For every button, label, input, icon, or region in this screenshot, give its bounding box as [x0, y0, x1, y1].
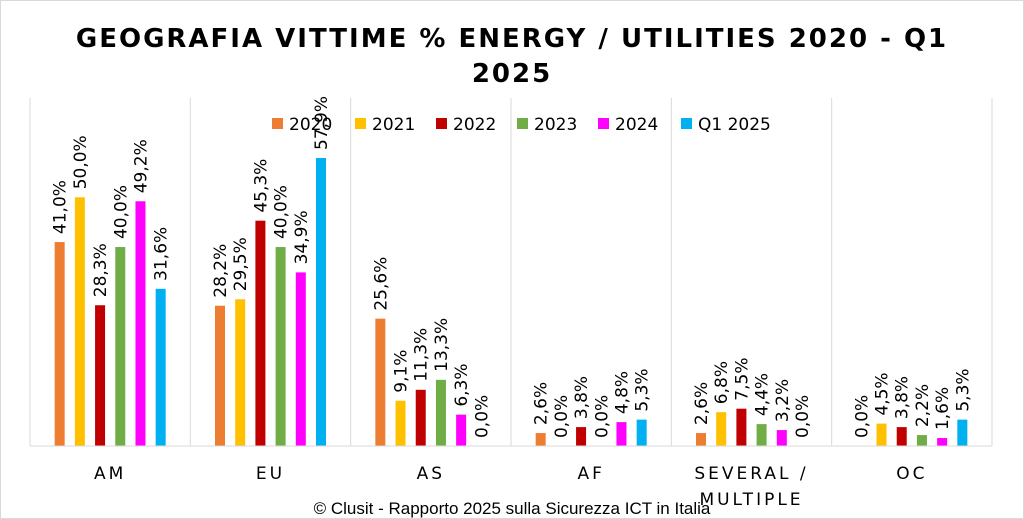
data-labels-group: 41,0%28,2% 25,6%2,6% 2,6% 0,0%50,0%29,5%9,1… [51, 96, 974, 438]
bar [255, 220, 266, 446]
data-label: 49,2% [131, 139, 151, 193]
data-label: 0,0% [472, 395, 492, 438]
data-label: 5,3% [953, 368, 973, 411]
bar [95, 305, 106, 446]
data-label: 41,0% [51, 180, 71, 234]
legend-swatch [517, 118, 528, 129]
bar [155, 288, 166, 446]
bar [375, 318, 386, 446]
data-label: 5,3% [633, 368, 653, 411]
data-label: 0,0% [852, 395, 872, 438]
category-separators [29, 98, 993, 446]
data-label: 0,0% [793, 395, 813, 438]
data-label: 3,8% [572, 376, 592, 419]
category-label: MULTIPLE [699, 490, 803, 510]
bar [115, 247, 126, 446]
bar [937, 438, 948, 446]
data-label: 6,8% [712, 361, 732, 404]
bar [876, 423, 887, 446]
data-label: 3,2% [773, 379, 793, 422]
bar [576, 427, 587, 446]
legend-label: 2020 [289, 115, 332, 135]
bar [896, 427, 907, 446]
bar [957, 419, 968, 446]
bar [74, 197, 85, 446]
data-label: 0,0% [592, 395, 612, 438]
bar [235, 299, 246, 446]
data-label: 25,6% [371, 257, 391, 311]
data-label: 34,9% [292, 210, 312, 264]
data-label: 2,6% [692, 382, 712, 425]
data-label: 4,4% [753, 373, 773, 416]
data-label: 9,1% [392, 350, 412, 393]
bar [135, 201, 146, 446]
legend-label: 2023 [534, 115, 577, 135]
category-label: AM [94, 464, 126, 484]
category-label: AF [577, 464, 604, 484]
data-label: 40,0% [272, 185, 292, 239]
legend-label: 2022 [453, 115, 496, 135]
bar [215, 305, 225, 446]
data-label: 4,8% [612, 371, 632, 414]
category-label: EU [256, 464, 285, 484]
bar [275, 247, 286, 446]
legend-swatch [598, 118, 609, 129]
data-label: 1,6% [933, 387, 953, 430]
legend-swatch [436, 118, 447, 129]
bar [295, 272, 306, 446]
bar [736, 408, 747, 446]
category-label: AS [417, 464, 445, 484]
bars-group [54, 158, 968, 446]
bar [916, 435, 927, 446]
chart-title-line-2: 2025 [472, 59, 552, 89]
legend-label: 2021 [372, 115, 415, 135]
legend: 2020 2021 2022 2023 2024 Q1 2025 [272, 115, 771, 135]
bar [636, 419, 647, 446]
data-label: 2,6% [532, 382, 552, 425]
data-label: 4,5% [873, 372, 893, 415]
data-label: 0,0% [552, 395, 572, 438]
category-label: OC [896, 464, 927, 484]
chart-title-line-1: GEOGRAFIA VITTIME % ENERGY / UTILITIES 2… [76, 24, 948, 54]
bar [616, 422, 627, 446]
data-label: 45,3% [251, 159, 271, 213]
credit-text: © Clusit - Rapporto 2025 sulla Sicurezza… [314, 499, 711, 518]
bar [776, 430, 787, 446]
data-label: 29,5% [231, 237, 251, 291]
data-label: 6,3% [452, 363, 472, 406]
data-label: 57,9% [312, 96, 332, 150]
data-label: 3,8% [893, 376, 913, 419]
bar [716, 412, 727, 446]
data-label: 50,0% [71, 135, 91, 189]
bar [54, 242, 65, 446]
bar [316, 158, 326, 446]
data-label: 7,5% [732, 357, 752, 400]
legend-swatch [355, 118, 366, 129]
bar [535, 433, 546, 446]
bar [435, 379, 446, 446]
bar [456, 414, 467, 446]
data-label: 13,3% [432, 318, 452, 372]
data-label: 28,2% [211, 244, 231, 298]
legend-label: 2024 [615, 115, 658, 135]
bar [756, 424, 767, 446]
data-label: 40,0% [111, 185, 131, 239]
data-label: 28,3% [91, 243, 111, 297]
data-label: 31,6% [152, 227, 172, 281]
legend-swatch [272, 118, 283, 129]
category-label: SEVERAL / [694, 464, 808, 484]
legend-label: Q1 2025 [698, 115, 771, 135]
data-label: 2,2% [913, 384, 933, 427]
bar [415, 389, 426, 446]
bar [696, 433, 706, 446]
bar [395, 400, 406, 446]
legend-swatch [681, 118, 692, 129]
category-labels-group: AM EU AS AF SEVERAL / MULTIPLE OC [94, 464, 927, 510]
data-label: 11,3% [412, 328, 432, 382]
